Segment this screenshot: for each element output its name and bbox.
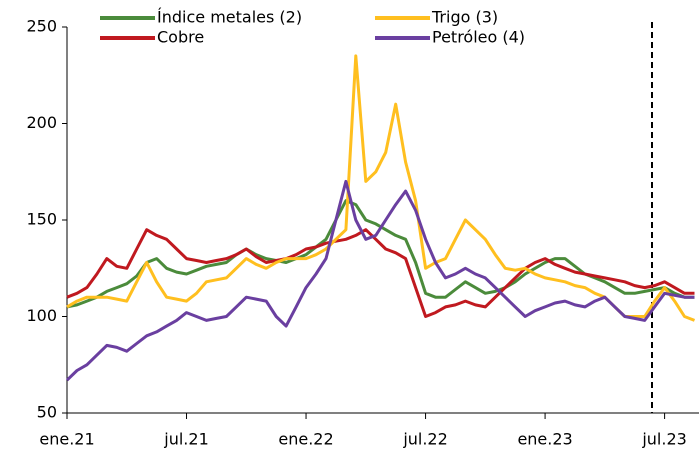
x-tick-label: jul.22 bbox=[402, 430, 447, 449]
x-tick-label: ene.21 bbox=[39, 430, 94, 449]
legend-label: Trigo (3) bbox=[431, 8, 498, 27]
y-tick-label: 50 bbox=[37, 403, 57, 422]
y-tick-label: 100 bbox=[26, 306, 57, 325]
x-tick-label: ene.23 bbox=[517, 430, 572, 449]
legend-label: Índice metales (2) bbox=[157, 8, 302, 27]
y-tick-label: 250 bbox=[26, 17, 57, 36]
line-series bbox=[66, 228, 695, 318]
x-tick-label: jul.21 bbox=[163, 430, 208, 449]
y-tick-label: 200 bbox=[26, 113, 57, 132]
line-series bbox=[65, 179, 695, 382]
x-tick-label: jul.23 bbox=[641, 430, 686, 449]
x-tick-label: ene.22 bbox=[278, 430, 333, 449]
y-tick-label: 150 bbox=[26, 210, 57, 229]
legend-label: Cobre bbox=[157, 28, 204, 47]
line-series bbox=[66, 54, 696, 322]
legend-label: Petróleo (4) bbox=[432, 28, 525, 47]
